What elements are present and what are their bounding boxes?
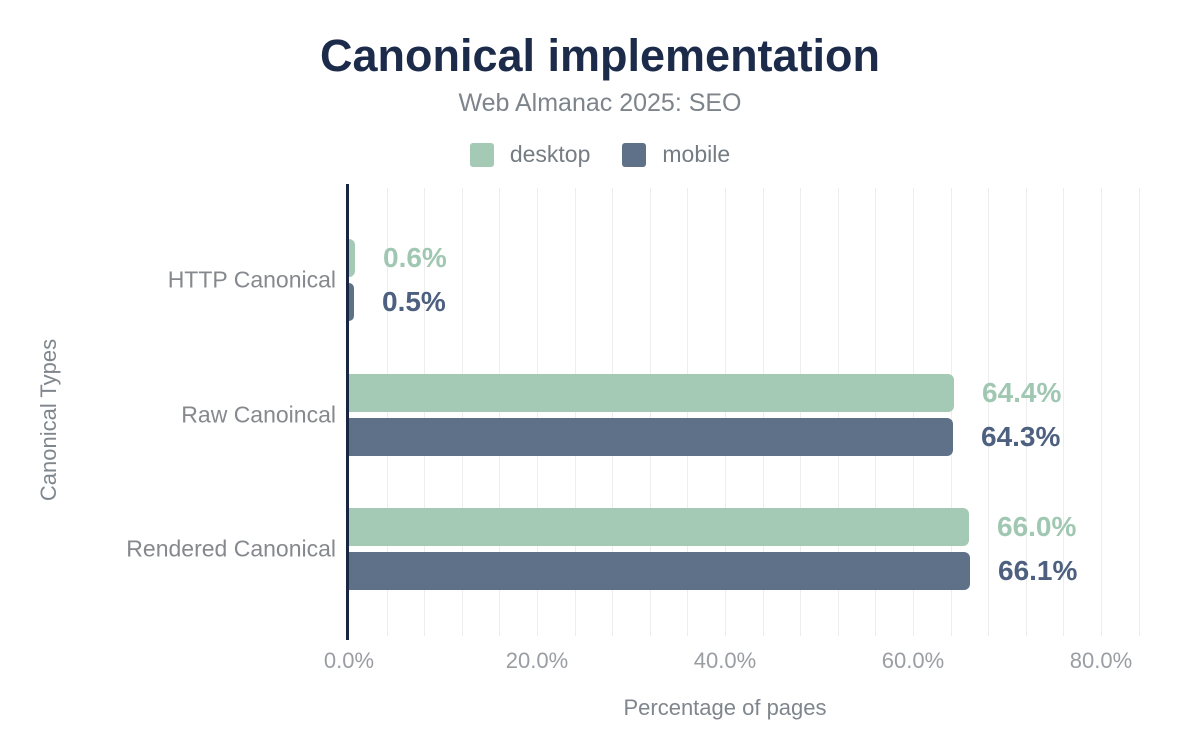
- gridline: [499, 188, 501, 636]
- legend-item-desktop[interactable]: desktop: [469, 141, 591, 168]
- bar-mobile[interactable]: [349, 283, 354, 321]
- x-tick-label: 80.0%: [1069, 648, 1133, 673]
- gridline: [725, 188, 726, 636]
- gridline: [875, 188, 877, 636]
- x-tick-label: 60.0%: [881, 648, 945, 673]
- chart-title: Canonical implementation: [319, 30, 881, 81]
- x-tick-label: 20.0%: [505, 648, 569, 673]
- bar-mobile[interactable]: [349, 417, 953, 456]
- category-label: Rendered Canonical: [126, 535, 336, 562]
- gridline: [762, 188, 764, 636]
- x-axis-title: Percentage of pages: [623, 695, 827, 720]
- gridline: [461, 188, 463, 636]
- legend-label-desktop: desktop: [509, 141, 591, 167]
- gridline: [950, 188, 952, 636]
- bar-mobile[interactable]: [349, 552, 970, 590]
- mobile-swatch-icon: [622, 142, 647, 167]
- category-label: HTTP Canonical: [167, 266, 336, 293]
- gridline: [913, 188, 914, 636]
- bar-value-label: 66.1%: [998, 555, 1078, 586]
- y-axis-line: [346, 184, 349, 640]
- gridline: [1138, 188, 1140, 636]
- gridline: [574, 188, 576, 636]
- desktop-swatch-icon: [469, 142, 494, 167]
- gridline: [988, 188, 990, 636]
- gridline: [1101, 188, 1102, 636]
- gridline: [1025, 188, 1027, 636]
- gridline: [612, 188, 614, 636]
- legend: desktop mobile: [0, 141, 1200, 168]
- gridline: [649, 188, 651, 636]
- legend-label-mobile: mobile: [662, 141, 731, 167]
- gridline: [386, 188, 388, 636]
- bar-desktop[interactable]: [349, 373, 954, 412]
- bar-desktop[interactable]: [349, 239, 355, 277]
- gridline: [687, 188, 689, 636]
- gridline: [537, 188, 538, 636]
- gridline: [424, 188, 426, 636]
- legend-item-mobile[interactable]: mobile: [622, 141, 730, 168]
- bar-value-label: 64.3%: [981, 420, 1061, 452]
- bar-value-label: 0.6%: [383, 242, 447, 273]
- gridline: [837, 188, 839, 636]
- bar-desktop[interactable]: [349, 508, 969, 546]
- category-label: Raw Canoincal: [181, 401, 336, 427]
- gridline: [1063, 188, 1065, 636]
- bar-value-label: 0.5%: [382, 286, 446, 317]
- bar-value-label: 66.0%: [997, 511, 1077, 542]
- x-tick-label: 40.0%: [693, 648, 757, 673]
- x-tick-label: 0.0%: [323, 648, 375, 673]
- gridline: [800, 188, 802, 636]
- bar-value-label: 64.4%: [982, 376, 1062, 408]
- chart-subtitle: Web Almanac 2025: SEO: [458, 89, 742, 117]
